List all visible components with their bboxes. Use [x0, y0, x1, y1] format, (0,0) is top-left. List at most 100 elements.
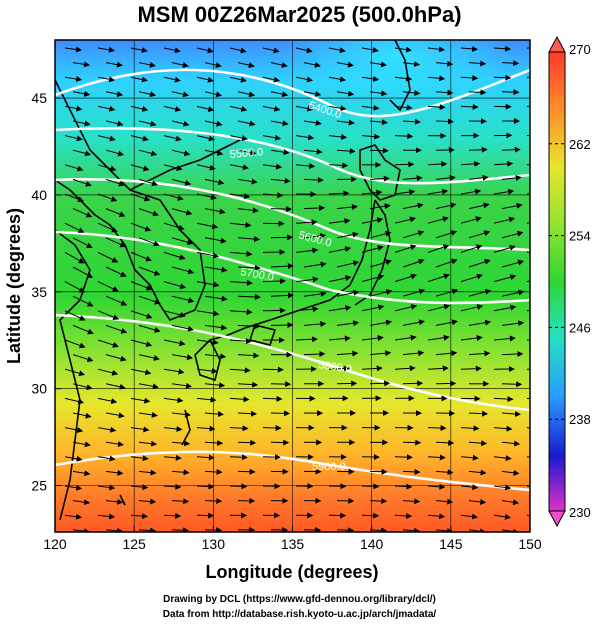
wind-vector	[435, 350, 458, 357]
wind-vector	[171, 498, 190, 505]
wind-vector	[262, 192, 284, 199]
wind-vector	[394, 512, 413, 519]
wind-vector	[303, 351, 326, 358]
x-tick-label: 140	[360, 536, 384, 552]
wind-vector	[237, 468, 256, 475]
wind-vector	[229, 222, 252, 228]
wind-vector	[361, 133, 381, 140]
contour-label: 5800.0	[318, 359, 353, 376]
wind-vector	[402, 319, 426, 326]
wind-vector	[328, 133, 348, 140]
wind-vector	[468, 410, 489, 417]
wind-vector	[72, 412, 92, 419]
wind-vector	[138, 469, 157, 476]
wind-vector	[501, 259, 525, 268]
wind-vector	[163, 281, 187, 290]
wind-vector	[394, 104, 413, 111]
wind-vector	[493, 216, 516, 224]
wind-vector	[394, 244, 417, 253]
wind-vector	[229, 425, 249, 432]
wind-vector	[130, 397, 151, 404]
wind-vector	[336, 289, 360, 297]
wind-vector	[204, 382, 226, 389]
wind-vector	[336, 527, 355, 532]
wind-vector	[237, 410, 258, 417]
wind-vector	[163, 222, 185, 231]
wind-vector	[97, 310, 120, 320]
wind-vector	[163, 454, 182, 461]
wind-vector	[163, 397, 184, 404]
wind-vector	[369, 527, 388, 532]
wind-vector	[427, 513, 446, 520]
wind-vector	[501, 60, 520, 67]
wind-vector	[328, 335, 351, 342]
wind-vector	[229, 454, 248, 461]
wind-vector	[138, 295, 161, 305]
wind-vector	[105, 237, 127, 248]
x-tick-label: 145	[439, 536, 463, 552]
wind-vector	[501, 230, 524, 239]
wind-vector	[427, 425, 447, 432]
wind-vector	[171, 295, 195, 304]
wind-vector	[394, 46, 412, 53]
wind-vector	[237, 178, 258, 185]
wind-vector	[328, 275, 352, 283]
wind-vector	[336, 203, 358, 210]
wind-vector	[468, 89, 487, 96]
wind-vector	[72, 178, 92, 187]
wind-vector	[105, 383, 126, 390]
wind-vector	[196, 425, 216, 432]
colorbar-tick-label: 230	[569, 505, 591, 520]
wind-vector	[72, 441, 91, 448]
wind-vector	[262, 424, 282, 431]
wind-vector	[361, 304, 385, 312]
wind-vector	[435, 528, 454, 532]
wind-vector	[204, 120, 223, 127]
wind-vector	[402, 527, 421, 532]
wind-vector	[163, 47, 181, 54]
wind-vector	[394, 273, 417, 283]
wind-vector	[361, 245, 384, 253]
wind-vector	[72, 90, 91, 97]
wind-vector	[468, 319, 492, 326]
wind-vector	[237, 120, 256, 127]
wind-vector	[138, 178, 159, 187]
wind-vector	[501, 381, 523, 388]
wind-vector	[138, 498, 157, 505]
wind-vector	[64, 339, 86, 349]
y-tick-label: 35	[31, 284, 47, 300]
wind-vector	[229, 135, 248, 142]
wind-vector	[270, 234, 294, 241]
wind-vector	[295, 134, 315, 141]
wind-vector	[204, 439, 224, 446]
wind-vector	[229, 76, 247, 83]
x-tick-label: 150	[518, 536, 542, 552]
wind-vector	[361, 46, 379, 53]
wind-vector	[361, 217, 384, 224]
wind-vector	[501, 320, 525, 327]
wind-vector	[270, 292, 294, 299]
wind-vector	[64, 281, 86, 293]
wind-vector	[402, 90, 421, 96]
wind-vector	[196, 454, 215, 461]
wind-vector	[460, 335, 483, 341]
wind-vector	[163, 105, 182, 112]
wind-vector	[138, 383, 159, 390]
wind-vector	[435, 469, 454, 476]
wind-vector	[328, 305, 352, 312]
wind-vector	[105, 208, 126, 217]
wind-vector	[64, 222, 85, 233]
wind-vector	[303, 321, 327, 327]
wind-vector	[394, 334, 417, 341]
wind-vector	[493, 244, 516, 253]
wind-vector	[196, 222, 219, 230]
wind-vector	[204, 62, 222, 69]
y-tick-label: 30	[31, 381, 47, 397]
wind-vector	[105, 354, 127, 362]
wind-vector	[369, 119, 388, 126]
wind-vector	[501, 89, 520, 96]
wind-vector	[196, 512, 215, 519]
wind-vector	[435, 60, 454, 67]
wind-vector	[262, 395, 283, 402]
wind-vector	[394, 133, 414, 140]
